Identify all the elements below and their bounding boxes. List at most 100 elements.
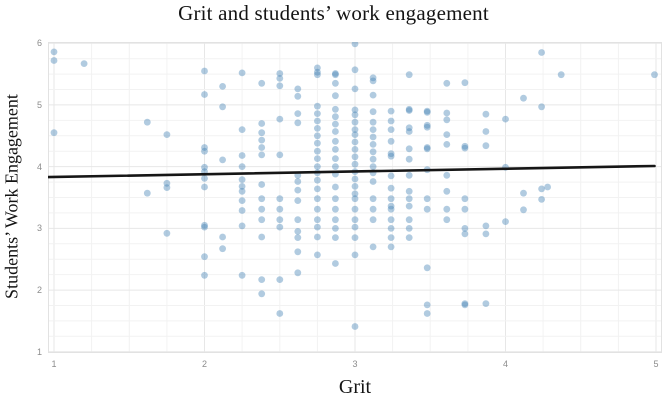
data-point (294, 85, 302, 93)
data-point (332, 216, 339, 224)
data-point (482, 222, 490, 230)
data-point (369, 126, 377, 133)
data-point (314, 132, 321, 140)
data-point (219, 233, 227, 241)
data-point (201, 183, 208, 191)
data-point (294, 186, 302, 194)
data-point (538, 103, 545, 111)
x-tick-label: 1 (51, 359, 57, 369)
data-point (482, 300, 490, 307)
data-point (351, 223, 359, 231)
data-point (238, 271, 246, 279)
data-point (219, 83, 227, 90)
data-point (423, 205, 431, 213)
data-point (332, 205, 339, 213)
data-point (332, 120, 339, 128)
data-point (276, 216, 284, 224)
data-point (332, 92, 339, 100)
data-point (238, 207, 246, 214)
data-point (294, 92, 302, 100)
data-point (351, 195, 359, 203)
data-point (443, 205, 451, 213)
data-point (351, 175, 359, 183)
data-point (276, 223, 284, 231)
data-point (405, 128, 413, 135)
data-point (332, 146, 339, 153)
data-point (461, 225, 469, 232)
scatter-points (50, 42, 658, 330)
data-point (314, 155, 321, 162)
data-point (387, 202, 395, 210)
data-point (314, 251, 321, 259)
data-point (314, 64, 321, 72)
data-point (423, 145, 431, 153)
panel-border (48, 42, 662, 353)
data-point (314, 139, 321, 147)
data-point (258, 151, 266, 159)
data-point (405, 202, 413, 210)
data-point (314, 223, 321, 231)
data-point (258, 233, 266, 241)
data-point (163, 229, 171, 237)
data-point (276, 195, 284, 203)
data-point (258, 129, 266, 137)
y-tick-label: 6 (36, 38, 42, 49)
data-point (351, 160, 359, 168)
data-point (387, 150, 395, 158)
data-point (461, 300, 469, 307)
data-point (461, 230, 469, 238)
data-point (219, 156, 227, 164)
data-point (482, 142, 490, 150)
data-point (276, 276, 284, 283)
data-point (351, 146, 359, 153)
data-point (201, 175, 208, 182)
data-point (332, 163, 339, 170)
data-point (405, 234, 413, 242)
data-point (369, 74, 377, 82)
data-point (294, 110, 302, 117)
data-point (538, 185, 545, 193)
data-point (405, 171, 413, 179)
data-point (314, 117, 321, 125)
data-point (238, 187, 246, 195)
chart-title: Grit and students’ work engagement (178, 1, 489, 25)
data-point (332, 260, 339, 267)
y-tick-label: 4 (36, 161, 42, 172)
data-point (143, 189, 151, 197)
data-point (314, 233, 321, 241)
data-point (351, 111, 359, 119)
data-point (443, 116, 451, 124)
data-point (461, 142, 469, 150)
data-point (423, 123, 431, 131)
data-point (50, 129, 58, 137)
data-point (423, 107, 431, 115)
data-point (314, 102, 321, 110)
data-point (482, 230, 490, 238)
data-point (332, 113, 339, 121)
data-point (294, 248, 302, 256)
data-point (163, 184, 171, 192)
data-point (369, 195, 377, 203)
data-point (557, 71, 565, 79)
data-point (314, 110, 321, 117)
data-point (258, 79, 266, 87)
data-point (387, 234, 395, 242)
data-point (351, 106, 359, 114)
data-point (332, 70, 339, 77)
data-point (238, 183, 246, 190)
data-point (276, 205, 284, 213)
data-point (405, 105, 413, 113)
data-point (332, 71, 339, 79)
data-point (520, 94, 527, 102)
data-point (461, 301, 469, 309)
data-point (423, 108, 431, 116)
data-point (369, 155, 377, 163)
data-point (219, 103, 227, 111)
data-point (443, 131, 451, 138)
data-point (238, 176, 246, 184)
data-point (520, 206, 527, 214)
data-point (423, 144, 431, 151)
data-point (443, 171, 451, 179)
data-point (387, 195, 395, 203)
data-point (276, 82, 284, 90)
